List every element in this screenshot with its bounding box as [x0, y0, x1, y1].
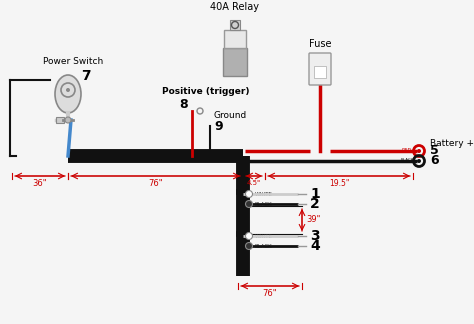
Text: 39": 39" — [306, 215, 320, 225]
Text: RED: RED — [402, 147, 412, 153]
Circle shape — [246, 242, 253, 249]
Text: BLACK: BLACK — [255, 202, 273, 206]
FancyBboxPatch shape — [223, 48, 247, 76]
Ellipse shape — [55, 75, 81, 113]
Text: Power Switch: Power Switch — [43, 57, 103, 66]
Text: 19.5": 19.5" — [329, 179, 349, 188]
Circle shape — [417, 149, 421, 153]
Text: 4: 4 — [310, 239, 320, 253]
Text: 4.5": 4.5" — [247, 180, 261, 186]
Text: 6: 6 — [430, 155, 438, 168]
Text: BLACK: BLACK — [400, 158, 414, 162]
FancyBboxPatch shape — [230, 20, 240, 30]
Text: 76": 76" — [263, 290, 277, 298]
Circle shape — [246, 201, 253, 207]
Text: 76": 76" — [148, 179, 163, 188]
Text: BLACK: BLACK — [255, 244, 273, 249]
Text: 3: 3 — [310, 229, 319, 243]
Text: 8: 8 — [179, 98, 188, 110]
Text: 30A: 30A — [314, 70, 326, 75]
FancyBboxPatch shape — [314, 66, 326, 78]
Circle shape — [246, 233, 253, 239]
Circle shape — [66, 88, 70, 92]
Text: 1: 1 — [310, 187, 320, 201]
Text: Fuse: Fuse — [309, 39, 331, 49]
FancyBboxPatch shape — [224, 30, 246, 48]
Text: 7: 7 — [81, 69, 91, 83]
Text: Ground: Ground — [214, 111, 247, 121]
Circle shape — [65, 117, 71, 123]
Text: WHITE: WHITE — [255, 234, 273, 238]
Text: WHITE: WHITE — [255, 191, 273, 196]
Text: 9: 9 — [214, 121, 223, 133]
FancyBboxPatch shape — [56, 117, 64, 123]
Text: 36": 36" — [33, 179, 47, 188]
Circle shape — [417, 159, 421, 163]
Circle shape — [246, 191, 253, 198]
Text: 5: 5 — [430, 145, 439, 157]
Text: Positive (trigger): Positive (trigger) — [162, 87, 250, 96]
Text: 2: 2 — [310, 197, 320, 211]
Text: Battery +/-: Battery +/- — [430, 140, 474, 148]
FancyBboxPatch shape — [309, 53, 331, 85]
Text: 40A Relay: 40A Relay — [210, 2, 259, 12]
